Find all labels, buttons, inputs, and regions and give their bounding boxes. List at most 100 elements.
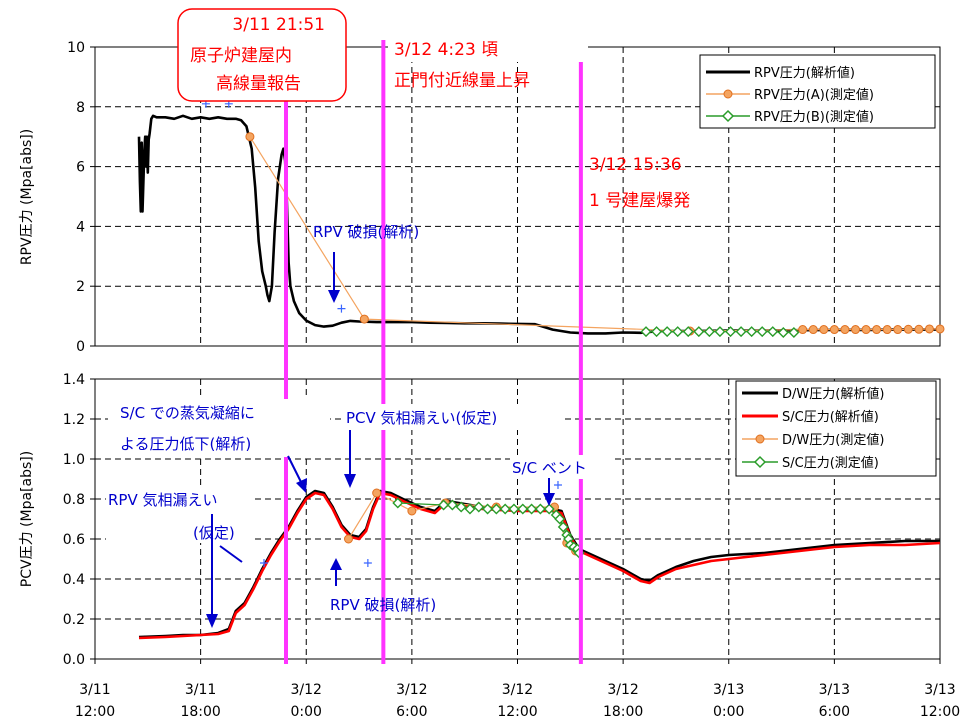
event1-line2: 高線量報告 <box>216 74 301 94</box>
legend-marker-dw-measured <box>755 434 765 444</box>
series-top-series-2-point <box>672 326 684 338</box>
legend-label-sc-measured: S/C圧力(測定値) <box>782 455 879 471</box>
y-tick-label: 1.2 <box>63 412 85 428</box>
x-tick-date: 3/12 <box>396 682 427 698</box>
series-top-series-2-point <box>640 326 652 338</box>
series-top-series-2-point <box>651 326 663 338</box>
x-tick-time: 0:00 <box>713 704 744 720</box>
plus-marker <box>260 559 268 567</box>
y-tick-label: 1.0 <box>63 452 85 468</box>
series-bot-series-3-point <box>490 503 502 515</box>
series-top-series-1-point <box>359 314 369 324</box>
series-bot-series-3-point <box>482 503 494 515</box>
series-top-series-1-point <box>924 324 934 334</box>
rpv-leak-line1: RPV 気相漏えい <box>108 491 218 509</box>
series-top-series-2-point <box>682 326 694 338</box>
series-top-series-2-point <box>777 327 789 339</box>
rpv-damage-bottom-label: RPV 破損(解析) <box>330 596 436 614</box>
top-y-tick-labels: 0 2 4 6 8 10 <box>67 40 95 355</box>
x-tick-time: 12:00 <box>920 704 960 720</box>
annotation-rpv-damage-bottom: RPV 破損(解析) <box>330 558 436 614</box>
sc-vent-bg <box>510 455 614 479</box>
x-tick-date: 3/11 <box>185 682 216 698</box>
bottom-y-tick-labels: 0.0 0.2 0.4 0.6 0.8 1.0 1.2 1.4 <box>63 372 95 668</box>
y-tick-label: 0.8 <box>63 492 85 508</box>
legend-label-dw-measured: D/W圧力(測定値) <box>782 432 884 448</box>
series-bot-series-3-point <box>464 503 476 515</box>
event3-desc: 1 号建屋爆発 <box>589 191 690 211</box>
y-tick-label: 4 <box>76 219 85 235</box>
x-tick-date: 3/12 <box>502 682 533 698</box>
legend-marker-sc-measured <box>753 455 767 469</box>
series-top-series-1-point <box>808 325 818 335</box>
top-marker-group <box>201 99 945 339</box>
rpv-damage-top-arrowhead <box>328 290 340 303</box>
series-top-series-1-point <box>798 325 808 335</box>
series-top-series-1-point <box>882 325 892 335</box>
series-top-series-2-point <box>756 326 768 338</box>
x-tick-time: 6:00 <box>819 704 850 720</box>
top-legend: RPV圧力(解析値) RPV圧力(A)(測定値) RPV圧力(B)(測定値) <box>699 54 936 129</box>
rpv-damage-top-label: RPV 破損(解析) <box>313 223 419 241</box>
series-bot-series-3-point <box>534 503 546 515</box>
series-bot-series-3-point <box>499 503 511 515</box>
rpv-damage-bottom-arrowhead <box>330 558 342 570</box>
series-bot-series-3-point <box>438 499 450 511</box>
series-top-series-2-point <box>714 326 726 338</box>
event2-desc: 正門付近線量上昇 <box>394 71 530 91</box>
annotation-event1: 3/11 21:51 原子炉建屋内 高線量報告 <box>177 8 347 102</box>
annotation-event3: 3/12 15:36 1 号建屋爆発 <box>589 155 690 211</box>
series-top-series-1-point <box>245 132 255 142</box>
y-tick-label: 0.6 <box>63 532 85 548</box>
annotation-event2: 3/12 4:23 頃 正門付近線量上昇 <box>388 34 588 91</box>
pcv-leak-arrowhead <box>344 474 356 488</box>
y-tick-label: 6 <box>76 160 85 176</box>
x-tick-date: 3/13 <box>713 682 744 698</box>
series-bot-series-3-point <box>455 501 467 513</box>
series-top-series-1-point <box>893 325 903 335</box>
event2-time: 3/12 4:23 頃 <box>394 40 498 60</box>
x-tick-time: 12:00 <box>497 704 537 720</box>
series-top-series-2-point <box>661 326 673 338</box>
series-top-series-2-point <box>693 326 705 338</box>
x-tick-time: 12:00 <box>75 704 115 720</box>
legend-label-sc-analysis: S/C圧力(解析値) <box>782 409 879 425</box>
rpv-leak-arrowhead <box>206 614 218 628</box>
x-tick-date: 3/12 <box>291 682 322 698</box>
annotation-rpv-leak: RPV 気相漏えい (仮定) <box>106 487 254 628</box>
series-top-series-2-point <box>735 326 747 338</box>
y-tick-label: 0.4 <box>63 572 85 588</box>
x-tick-time: 0:00 <box>291 704 322 720</box>
series-top-series-1-point <box>840 325 850 335</box>
x-tick-time: 18:00 <box>603 704 643 720</box>
series-bot-series-3-point <box>526 503 538 515</box>
plus-marker <box>363 559 372 567</box>
y-tick-label: 0.0 <box>63 652 85 668</box>
annotation-sc-condense: S/C での蒸気凝縮に よる圧力低下(解析) <box>108 399 330 493</box>
annotation-sc-vent: S/C ベント <box>510 455 614 506</box>
series-top-series-2-point <box>767 326 779 338</box>
series-bot-series-3-point <box>517 503 529 515</box>
series-bot-series-3-point <box>392 497 404 509</box>
series-bot-series-3-point <box>508 503 520 515</box>
legend-label-rpv-a: RPV圧力(A)(測定値) <box>754 87 874 103</box>
event1-callout-box <box>177 8 347 102</box>
series-bot-series-3-point <box>554 513 566 525</box>
plus-marker <box>337 304 346 313</box>
legend-marker-rpv-b <box>721 109 735 123</box>
bottom-legend: D/W圧力(解析値) S/C圧力(解析値) D/W圧力(測定値) S/C圧力(測… <box>735 380 937 477</box>
plus-marker <box>553 481 562 489</box>
x-tick-time: 18:00 <box>180 704 220 720</box>
event1-line1: 原子炉建屋内 <box>190 46 292 66</box>
x-tick-date: 3/13 <box>924 682 955 698</box>
event-lines <box>284 40 583 664</box>
y-tick-label: 2 <box>76 279 85 295</box>
series-top-series-2-point <box>703 326 715 338</box>
y-tick-label: 1.4 <box>63 372 85 388</box>
legend-marker-rpv-a <box>723 89 733 99</box>
sc-condense-line1: S/C での蒸気凝縮に <box>120 404 255 422</box>
series-top-series-1-point <box>872 325 882 335</box>
series-bot-series-2-point <box>372 488 382 498</box>
sc-condense-line2: よる圧力低下(解析) <box>120 435 251 453</box>
